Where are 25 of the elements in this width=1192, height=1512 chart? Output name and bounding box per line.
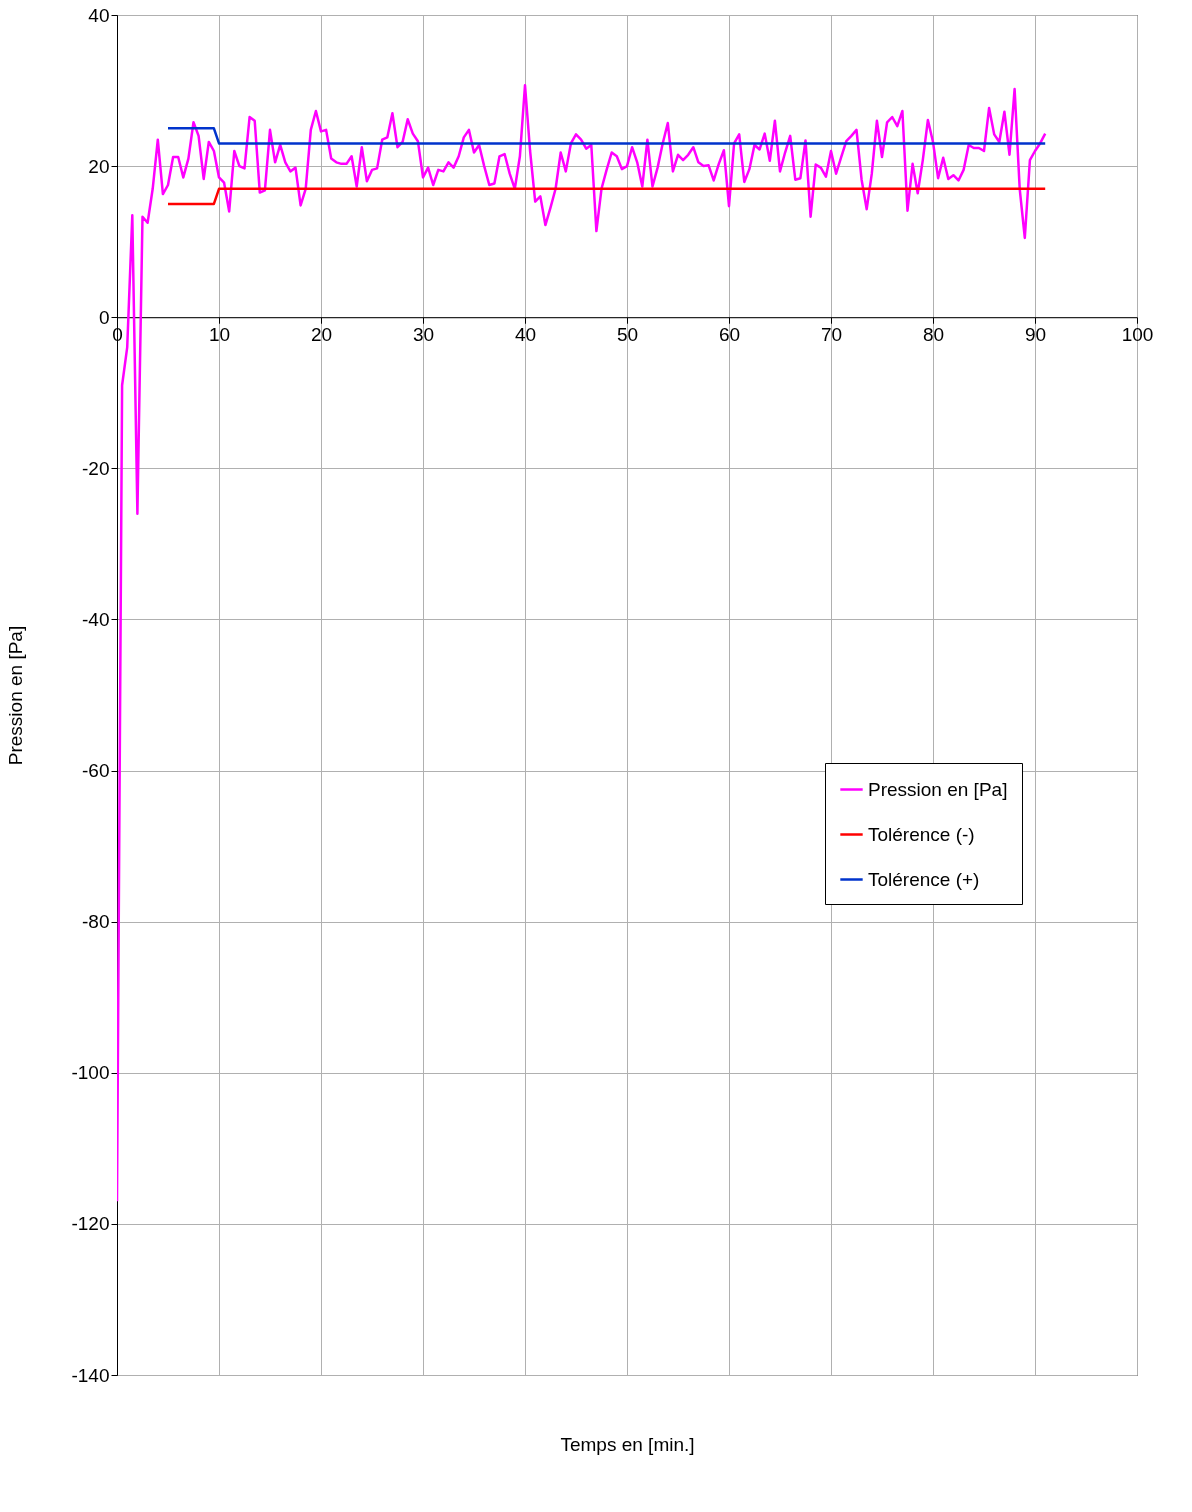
legend-label: Pression en [Pa] xyxy=(868,778,1008,800)
x-tick-label: 60 xyxy=(718,323,741,345)
y-tick-label: -120 xyxy=(71,1213,110,1235)
y-tick-label: -140 xyxy=(71,1364,110,1386)
x-tick-label: 100 xyxy=(1121,323,1154,345)
x-axis-title: Temps en [min.] xyxy=(560,1433,695,1455)
x-tick-label: 20 xyxy=(310,323,333,345)
y-tick-label: 20 xyxy=(88,155,110,177)
x-tick-label: 40 xyxy=(514,323,537,345)
y-tick-label: -60 xyxy=(82,760,110,782)
x-tick-label: 30 xyxy=(412,323,435,345)
y-tick-label: -20 xyxy=(82,457,110,479)
x-tick-label: 90 xyxy=(1024,323,1047,345)
x-tick-label: 80 xyxy=(922,323,945,345)
legend-label: Tolérence (-) xyxy=(868,823,975,845)
legend-label: Tolérence (+) xyxy=(868,868,980,890)
y-axis-title: Pression en [Pa] xyxy=(5,625,27,766)
y-tick-label: 0 xyxy=(98,306,110,328)
x-tick-label: 70 xyxy=(820,323,843,345)
y-tick-label: -40 xyxy=(82,608,110,630)
x-tick-label: 10 xyxy=(208,323,231,345)
x-tick-label: 50 xyxy=(616,323,639,345)
y-tick-label: -100 xyxy=(71,1062,110,1084)
y-tick-label: -80 xyxy=(82,911,110,933)
y-tick-label: 40 xyxy=(88,4,110,26)
